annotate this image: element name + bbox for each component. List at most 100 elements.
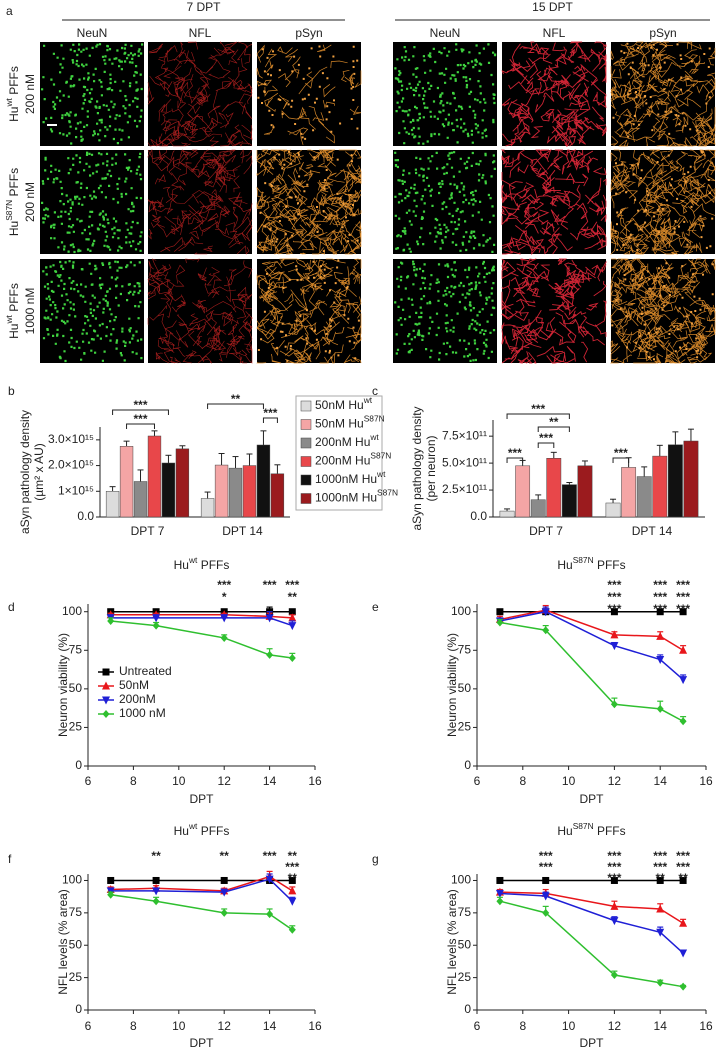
x-tick-label: 8 (130, 1019, 137, 1033)
legend-label-sup: S87N (364, 414, 385, 424)
x-tick-label: DPT 14 (222, 524, 263, 538)
marker (266, 910, 274, 919)
bar (683, 440, 699, 518)
y-axis-label: aSyn pathology density (410, 406, 424, 530)
marker (656, 631, 665, 640)
significance-label: *** (263, 406, 277, 420)
x-tick-label: DPT 7 (131, 524, 165, 538)
x-tick-label: 12 (218, 1019, 232, 1033)
condition-label-part: PFFs (7, 168, 21, 200)
marker (107, 616, 115, 625)
significance-label: *** (607, 602, 621, 616)
marker (541, 892, 550, 901)
panel-label: d (8, 600, 15, 614)
x-tick-label: 6 (474, 1019, 481, 1033)
condition-label-sup: wt (4, 314, 14, 324)
micrograph (148, 150, 252, 254)
series-line (499, 610, 684, 681)
bar (270, 473, 285, 518)
chart-title-sup: wt (188, 821, 198, 831)
significance-bracket (112, 409, 169, 415)
significance-label: *** (607, 590, 621, 604)
x-tick-label: 16 (699, 774, 713, 788)
marker (152, 897, 160, 906)
marker (679, 717, 687, 726)
stain-label: pSyn (649, 26, 676, 40)
significance-label: *** (676, 590, 690, 604)
y-axis-label: NFL levels (% area) (445, 889, 459, 995)
significance-label: *** (607, 871, 621, 885)
y-tick-label: 50 (458, 937, 472, 951)
y-tick-label: 7.5×10¹¹ (442, 428, 487, 442)
legend-label-part: 1000nM Hu (315, 472, 377, 486)
legend-label-sup: wt (363, 395, 373, 405)
x-tick-label: 8 (519, 1019, 526, 1033)
bar (147, 435, 162, 518)
y-axis-label: (µm² x AU) (32, 443, 46, 501)
marker (679, 949, 688, 958)
bar (621, 467, 637, 518)
y-tick-label: 100 (62, 604, 82, 618)
micrograph-texture (611, 42, 711, 138)
marker (288, 886, 297, 895)
y-tick-label: 100 (451, 604, 471, 618)
y-tick-label: 75 (458, 642, 472, 656)
legend-marker (102, 696, 110, 705)
legend-label: 200nM HuS87N (315, 451, 391, 468)
x-tick-label: 6 (85, 1019, 92, 1033)
marker (288, 613, 297, 622)
y-tick-label: 25 (69, 970, 83, 984)
series-line (499, 621, 684, 722)
y-tick-label: 2.5×10¹¹ (442, 482, 487, 496)
significance-label: *** (676, 602, 690, 616)
marker (288, 608, 296, 616)
legend-label-part: 200nM Hu (315, 435, 370, 449)
chart-title-sup: S87N (573, 821, 594, 831)
legend-swatch (300, 493, 312, 504)
significance-label: *** (653, 602, 667, 616)
marker (542, 876, 550, 884)
significance-label: *** (539, 849, 553, 863)
marker (656, 928, 665, 937)
marker (220, 614, 229, 623)
x-tick-label: 10 (562, 1019, 576, 1033)
micrograph-texture (147, 149, 253, 255)
marker (610, 971, 618, 980)
condition-label-part: Hu (7, 107, 21, 122)
micrograph (393, 42, 497, 146)
marker (656, 608, 664, 616)
marker (288, 654, 296, 662)
marker (265, 614, 274, 623)
condition-label-part: Hu (7, 324, 21, 339)
micrograph-texture (501, 41, 607, 148)
significance-label: ** (220, 849, 230, 863)
significance-label: ** (151, 849, 161, 863)
x-tick-label: 10 (562, 774, 576, 788)
stain-label: NeuN (77, 26, 108, 40)
legend-label-part: 50nM Hu (315, 417, 364, 431)
y-axis-label: aSyn pathology density (18, 410, 32, 534)
marker (152, 614, 161, 623)
y-tick-label: 25 (69, 720, 83, 734)
marker (656, 656, 665, 665)
micrograph-texture (147, 41, 253, 147)
marker (496, 608, 504, 616)
marker (542, 626, 550, 635)
condition-label: HuS87N PFFs (4, 168, 21, 236)
x-tick-label: 14 (263, 1019, 277, 1033)
micrograph-texture (42, 260, 143, 363)
legend-swatch (300, 419, 312, 430)
marker (679, 608, 687, 616)
marker (656, 704, 664, 713)
micrograph (40, 42, 144, 146)
marker (266, 650, 274, 659)
significance-label: *** (531, 402, 545, 416)
legend-label: 50nM HuS87N (315, 414, 385, 431)
micrograph (257, 150, 361, 254)
micrograph (393, 259, 497, 363)
bar (242, 465, 257, 518)
marker (288, 925, 296, 934)
significance-label: *** (508, 446, 522, 460)
timepoint-label: 15 DPT (532, 0, 573, 14)
chart-title-part: Hu (557, 558, 572, 572)
